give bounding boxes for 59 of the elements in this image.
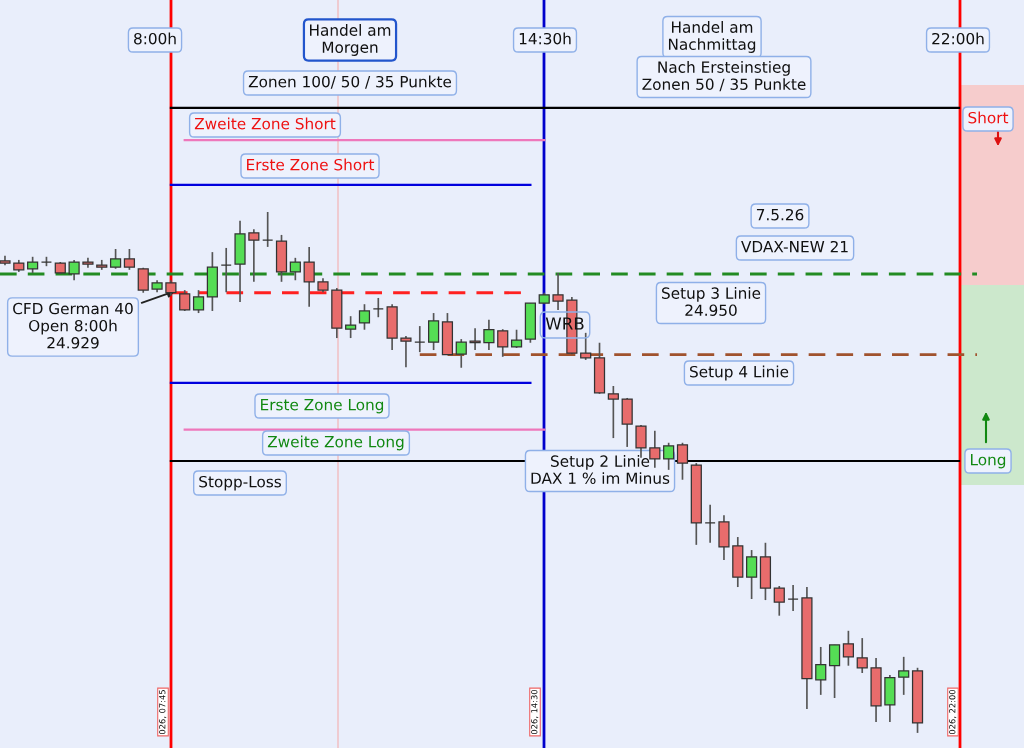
- text: 8:00h: [134, 32, 176, 45]
- ref-line-label: Zweite Zone Long: [267, 435, 404, 451]
- candlestick: [68, 259, 80, 282]
- annotation: 7.5.26: [756, 208, 804, 221]
- candlestick: [262, 211, 274, 248]
- candlestick: [248, 228, 260, 283]
- candlestick: [552, 272, 564, 311]
- text: Nach Ersteinstieg Zonen 50 / 35 Punkte: [642, 61, 806, 92]
- ref-line-label: Setup 3 Linie 24.950: [662, 287, 761, 316]
- candlestick: [455, 338, 467, 369]
- text: Handel am Morgen: [310, 24, 391, 56]
- annotation: Setup 2 Linie DAX 1 % im Minus: [531, 455, 670, 484]
- candlestick: [828, 644, 841, 699]
- text: Short: [968, 111, 1009, 124]
- candlestick: [856, 637, 868, 674]
- text: Handel am Nachmittag: [668, 21, 756, 53]
- text: Long: [971, 454, 1006, 469]
- candlestick: [898, 656, 910, 696]
- annotation: 026, 14:30: [531, 689, 539, 735]
- candlestick: [220, 247, 232, 294]
- candlestick: [289, 257, 301, 282]
- candlestick: [607, 385, 619, 439]
- candlestick: [179, 289, 191, 312]
- candlestick: [414, 325, 426, 353]
- annotation: 026, 07:45: [159, 690, 167, 735]
- candlestick: [676, 441, 689, 481]
- ref-line-label: Zweite Zone Short: [194, 117, 336, 130]
- candlestick: [510, 328, 523, 349]
- candlestick: [842, 629, 855, 667]
- annotation: VDAX-NEW 21: [741, 240, 848, 253]
- candlestick: [345, 315, 357, 339]
- ref-line-label: Stopp-Loss: [199, 475, 281, 491]
- annotation: CFD German 40 Open 8:00h 24.929: [13, 302, 133, 349]
- candlestick: [663, 441, 675, 471]
- candlestick: [497, 328, 509, 358]
- text: Zonen 100/ 50 / 35 Punkte: [248, 75, 452, 89]
- text: 22:00h: [932, 32, 984, 45]
- candlestick: [123, 248, 136, 271]
- ref-line-label: Erste Zone Long: [261, 399, 384, 414]
- text: 026, 22:00: [949, 689, 957, 735]
- candlestick: [372, 297, 384, 319]
- ref-line-label: Setup 4 Linie: [690, 365, 789, 381]
- text: 14:30h: [519, 32, 571, 45]
- candlestick: [773, 585, 785, 617]
- candlestick: [580, 332, 592, 361]
- candlestick: [704, 503, 716, 544]
- candlestick: [787, 584, 799, 612]
- candlestick: [192, 289, 205, 314]
- candlestick: [303, 246, 315, 308]
- candlestick: [483, 318, 495, 351]
- candlestick: [428, 312, 440, 351]
- candlestick: [109, 248, 122, 270]
- candlestick: [746, 549, 758, 600]
- candlestick: [358, 303, 371, 331]
- candlestick: [137, 266, 149, 294]
- candlestick: [649, 429, 661, 469]
- ref-line-label: Erste Zone Short: [247, 158, 375, 171]
- candlestick: [815, 646, 827, 696]
- candlestick: [400, 335, 412, 369]
